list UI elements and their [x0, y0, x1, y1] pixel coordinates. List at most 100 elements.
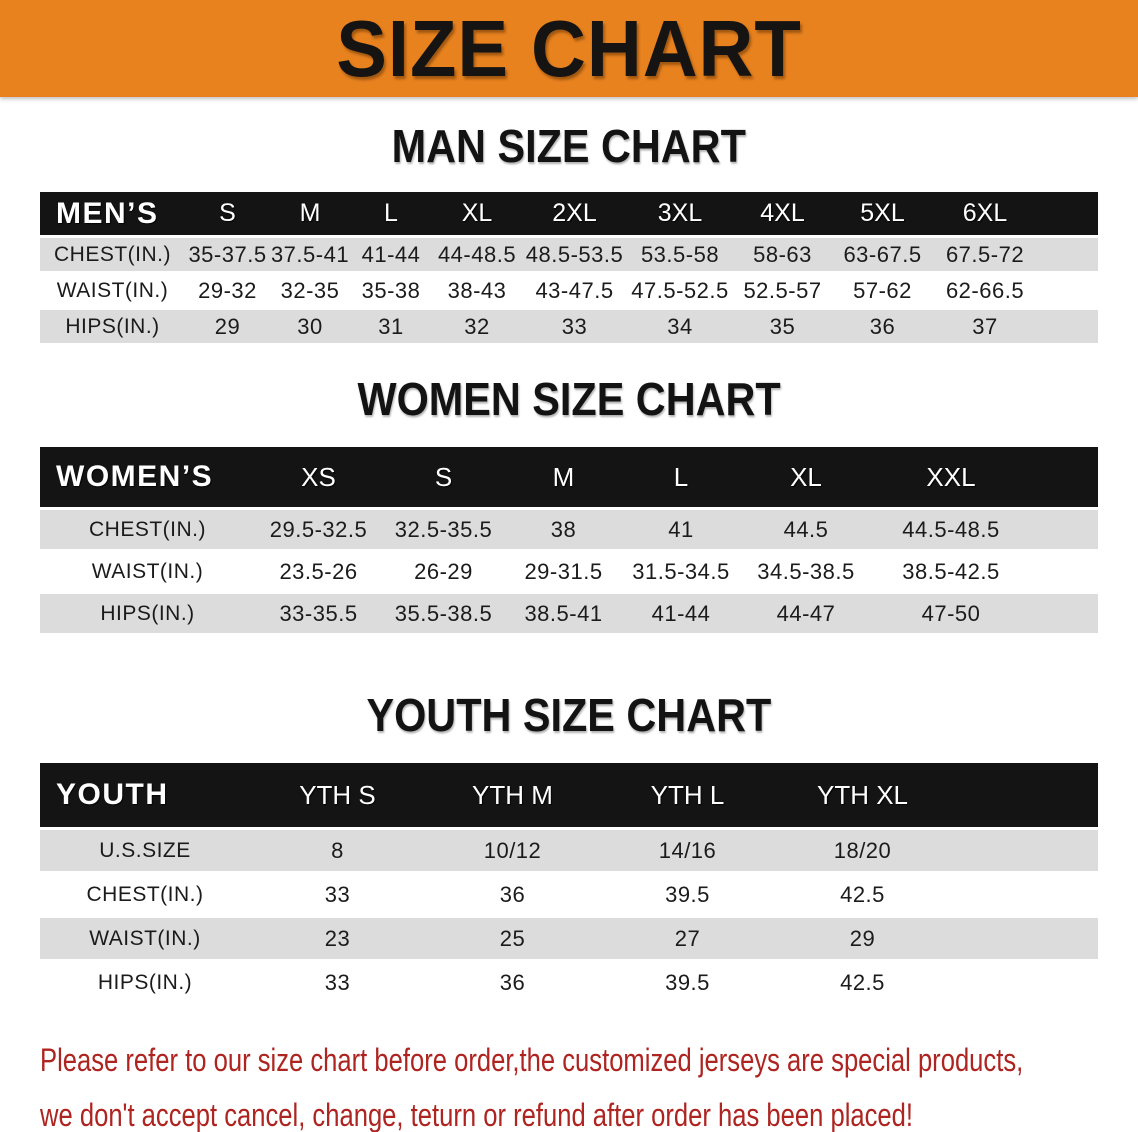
- size-value-cell: 33-35.5: [279, 600, 358, 626]
- table-row: U.S.SIZE 8 10/12 14/16 18/20: [40, 830, 1098, 871]
- row-label: CHEST(IN.): [54, 242, 171, 266]
- women-table-header: WOMEN’S XS S M L XL XXL: [40, 447, 1098, 507]
- size-value-cell: 38.5-42.5: [902, 558, 1000, 584]
- size-value-cell: 38.5-41: [524, 600, 603, 626]
- row-label: HIPS(IN.): [65, 314, 160, 338]
- size-value-cell: 26-29: [414, 558, 473, 584]
- row-label: WAIST(IN.): [56, 278, 169, 302]
- size-value-cell: 39.5: [665, 881, 710, 907]
- disclaimer-line-1-text: Please refer to our size chart before or…: [40, 1042, 1024, 1078]
- women-size-table: WOMEN’S XS S M L XL XXL CHEST(IN.) 29.5-32.5 32.…: [40, 444, 1098, 636]
- size-value-cell: 32-35: [280, 277, 340, 303]
- size-value-cell: 41-44: [361, 241, 421, 267]
- table-row: WAIST(IN.) 29-32 32-35 35-38 38-43 43-47.5 47.…: [40, 274, 1098, 307]
- size-value-cell: 67.5-72: [945, 241, 1025, 267]
- youth-section-heading: YOUTH SIZE CHART: [0, 692, 1138, 738]
- men-size-table: MEN’S S M L XL 2XL 3XL 4XL 5XL 6XL CHEST(IN.) 35-3…: [40, 189, 1098, 346]
- size-value-cell: 41: [668, 516, 694, 542]
- banner: SIZE CHART: [0, 0, 1138, 97]
- size-value-cell: 44.5-48.5: [902, 516, 1000, 542]
- size-value-cell: 31: [378, 313, 404, 339]
- size-column-header: XXL: [926, 461, 976, 492]
- disclaimer-line-1: Please refer to our size chart before or…: [40, 1036, 1098, 1091]
- table-row: WAIST(IN.) 23 25 27 29: [40, 918, 1098, 959]
- size-column-header: 6XL: [962, 199, 1008, 227]
- size-value-cell: 47.5-52.5: [631, 277, 729, 303]
- header-spacer-cell: [1037, 192, 1098, 235]
- size-value-cell: 35: [769, 313, 796, 339]
- row-spacer-cell: [950, 830, 1098, 871]
- youth-size-table: YOUTH YTH S YTH M YTH L YTH XL U.S.SIZE 8 10/1…: [40, 760, 1098, 1006]
- table-row: CHEST(IN.) 29.5-32.5 32.5-35.5 38 41 44.5 44.5…: [40, 510, 1098, 549]
- size-value-cell: 38: [550, 516, 577, 542]
- size-value-cell: 33: [324, 969, 351, 995]
- size-value-cell: 53.5-58: [640, 241, 720, 267]
- row-spacer-cell: [950, 874, 1098, 915]
- size-value-cell: 10/12: [483, 837, 542, 863]
- size-value-cell: 37: [972, 313, 998, 339]
- row-label: CHEST(IN.): [89, 517, 206, 541]
- table-row: CHEST(IN.) 33 36 39.5 42.5: [40, 874, 1098, 915]
- size-value-cell: 41-44: [651, 600, 711, 626]
- size-value-cell: 44.5: [783, 516, 829, 542]
- size-value-cell: 36: [499, 881, 526, 907]
- disclaimer-line-2: we don't accept cancel, change, teturn o…: [40, 1091, 1098, 1132]
- row-label: HIPS(IN.): [97, 970, 193, 994]
- size-value-cell: 62-66.5: [945, 277, 1025, 303]
- size-value-cell: 35-37.5: [188, 241, 267, 267]
- size-value-cell: 42.5: [840, 881, 885, 907]
- row-label: CHEST(IN.): [86, 882, 204, 906]
- size-value-cell: 48.5-53.5: [525, 241, 624, 267]
- size-column-header: 3XL: [657, 199, 703, 227]
- size-value-cell: 35-38: [361, 277, 421, 303]
- size-value-cell: 39.5: [665, 969, 710, 995]
- women-section-heading-text: WOMEN SIZE CHART: [357, 373, 781, 425]
- size-column-header: YTH M: [472, 779, 553, 810]
- size-value-cell: 29-31.5: [524, 558, 603, 584]
- row-spacer-cell: [950, 962, 1098, 1003]
- size-value-cell: 23: [324, 925, 351, 951]
- men-table-body: CHEST(IN.) 35-37.5 37.5-41 41-44 44-48.5 48.5…: [40, 238, 1098, 343]
- row-spacer-cell: [1037, 310, 1098, 343]
- size-value-cell: 33: [324, 881, 351, 907]
- size-value-cell: 23.5-26: [279, 558, 358, 584]
- size-value-cell: 8: [331, 837, 344, 863]
- size-value-cell: 18/20: [833, 837, 892, 863]
- size-column-header: L: [673, 461, 689, 492]
- size-value-cell: 32: [464, 313, 490, 339]
- table-group-label: YOUTH: [56, 778, 169, 811]
- row-spacer-cell: [1030, 594, 1098, 633]
- table-row: WAIST(IN.) 23.5-26 26-29 29-31.5 31.5-34.5 34…: [40, 552, 1098, 591]
- header-spacer-cell: [950, 763, 1098, 827]
- size-column-header: XS: [301, 461, 336, 492]
- row-label: WAIST(IN.): [91, 559, 204, 583]
- table-group-label: MEN’S: [56, 196, 159, 230]
- men-table-header: MEN’S S M L XL 2XL 3XL 4XL 5XL 6XL: [40, 192, 1098, 235]
- table-group-label: WOMEN’S: [56, 460, 214, 493]
- size-value-cell: 31.5-34.5: [632, 558, 730, 584]
- size-value-cell: 52.5-57: [743, 277, 822, 303]
- size-value-cell: 63-67.5: [843, 241, 922, 267]
- size-column-header: 4XL: [760, 199, 805, 227]
- size-value-cell: 27: [674, 925, 701, 951]
- table-row: HIPS(IN.) 29 30 31 32 33 34 35 36 37: [40, 310, 1098, 343]
- size-value-cell: 32.5-35.5: [394, 516, 493, 542]
- table-row: CHEST(IN.) 35-37.5 37.5-41 41-44 44-48.5 48.5…: [40, 238, 1098, 271]
- size-value-cell: 34.5-38.5: [757, 558, 855, 584]
- row-spacer-cell: [1037, 238, 1098, 271]
- size-column-header: XL: [790, 461, 822, 492]
- men-section-heading: MAN SIZE CHART: [0, 123, 1138, 169]
- size-value-cell: 43-47.5: [535, 277, 614, 303]
- size-value-cell: 34: [667, 313, 693, 339]
- size-value-cell: 33: [561, 313, 588, 339]
- disclaimer-line-2-text: we don't accept cancel, change, teturn o…: [40, 1097, 913, 1132]
- row-label: U.S.SIZE: [99, 838, 191, 862]
- size-column-header: M: [552, 461, 575, 492]
- table-header-row: WOMEN’S XS S M L XL XXL: [40, 447, 1098, 507]
- size-value-cell: 29: [849, 925, 876, 951]
- table-row: HIPS(IN.) 33 36 39.5 42.5: [40, 962, 1098, 1003]
- row-label: HIPS(IN.): [100, 601, 195, 625]
- size-column-header: XL: [461, 199, 493, 227]
- size-value-cell: 44-47: [776, 600, 836, 626]
- youth-table-body: U.S.SIZE 8 10/12 14/16 18/20 CHEST(IN.) 33 36 39…: [40, 830, 1098, 1003]
